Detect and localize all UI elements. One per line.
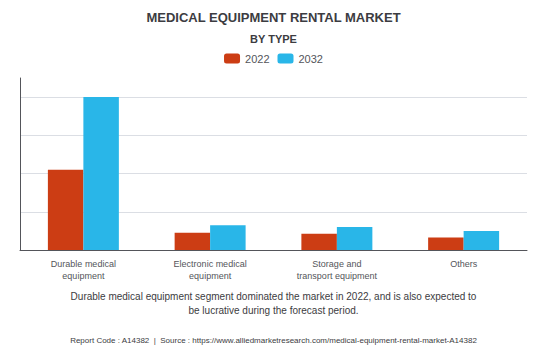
svg-text:Electronic medical: Electronic medical [174,259,247,269]
svg-text:equipment: equipment [62,271,105,281]
svg-text:Durable medical equipment segm: Durable medical equipment segment domina… [71,291,477,302]
svg-text:2022: 2022 [245,53,269,65]
svg-text:Durable medical: Durable medical [51,259,116,269]
svg-text:Report Code : A14382 | Sourc: Report Code : A14382 | Source : https://… [70,336,477,345]
svg-text:Storage and: Storage and [312,259,361,269]
svg-text:transport equipment: transport equipment [297,271,378,281]
svg-text:2032: 2032 [299,53,323,65]
svg-text:MEDICAL EQUIPMENT RENTAL MARKE: MEDICAL EQUIPMENT RENTAL MARKET [146,10,400,25]
svg-text:be lucrative during the foreca: be lucrative during the forecast period. [188,305,358,316]
svg-text:equipment: equipment [189,271,232,281]
svg-text:BY TYPE: BY TYPE [250,33,297,45]
svg-text:Others: Others [450,259,478,269]
